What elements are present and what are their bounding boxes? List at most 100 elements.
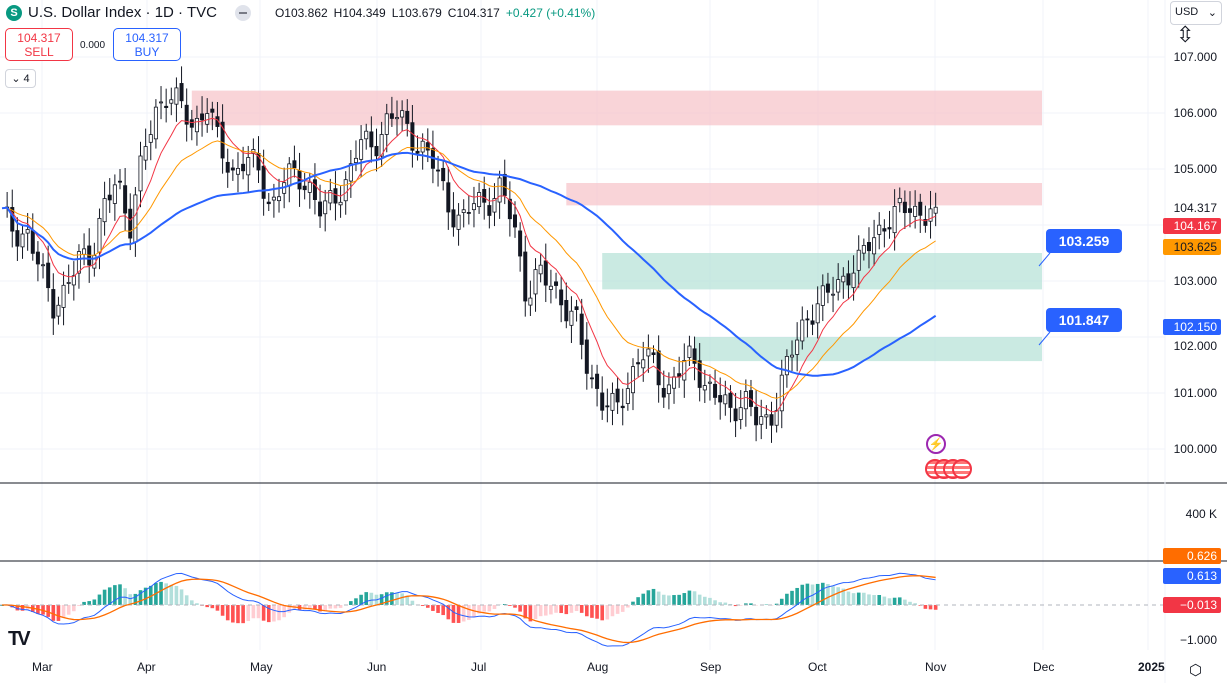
macd-histogram-bar [605, 605, 610, 620]
candle-body [369, 131, 374, 148]
macd-histogram-bar [308, 605, 312, 609]
macd-histogram-bar [287, 605, 292, 613]
candle-body [554, 281, 559, 286]
candle-body [230, 167, 235, 171]
macd-histogram-bar [795, 587, 799, 605]
price-callout-lower[interactable]: 101.847 [1046, 308, 1122, 332]
candle-body [451, 209, 456, 228]
buy-button[interactable]: 104.317 BUY [113, 28, 181, 61]
candle-body [702, 385, 707, 391]
candle-body [15, 230, 20, 247]
sell-button[interactable]: 104.317 SELL [5, 28, 73, 61]
candle-body [615, 388, 620, 403]
macd-histogram-bar [72, 605, 76, 612]
settings-icon[interactable]: ⬡ [1189, 662, 1203, 679]
macd-line [1, 572, 936, 647]
symbol-title[interactable]: U.S. Dollar Index · 1D · TVC [28, 4, 217, 21]
candle-body [82, 248, 87, 255]
macd-histogram-bar [595, 605, 599, 619]
macd-histogram-bar [82, 601, 86, 605]
candle-body [446, 182, 451, 213]
price-tick: 100.000 [1173, 442, 1217, 456]
candle-body [292, 160, 297, 169]
time-axis-label: Apr [137, 660, 156, 674]
macd-histogram-bar [364, 592, 369, 605]
macd-histogram-bar [579, 605, 584, 613]
macd-histogram-bar [349, 601, 353, 605]
macd-histogram-bar [20, 605, 25, 611]
event-lightning-icon[interactable]: ⚡ [926, 434, 946, 454]
candle-body [825, 283, 830, 293]
indicators-toggle-button[interactable]: ⌄ 4 [5, 69, 36, 88]
time-axis-label: Jun [367, 660, 387, 674]
candle-body [579, 313, 584, 345]
chevron-down-icon: ⌄ [1207, 7, 1217, 19]
resize-arrows-icon[interactable]: ⇳ [1176, 22, 1195, 47]
price-callout-upper[interactable]: 103.259 [1046, 229, 1122, 253]
candle-body [46, 262, 51, 289]
candle-body [507, 198, 512, 220]
macd-histogram-bar [215, 605, 220, 611]
macd-tag: 0.613 [1163, 568, 1221, 584]
symbol-logo-icon: S [6, 4, 22, 21]
candle-body [692, 348, 697, 364]
candle-body [897, 197, 902, 204]
macd-histogram-bar [477, 605, 481, 614]
candle-body [759, 416, 764, 425]
macd-histogram-bar [713, 600, 717, 605]
macd-histogram-bar [692, 591, 697, 605]
ohlc-readout: O103.862 H104.349 L103.679 C104.317 +0.4… [275, 6, 595, 20]
macd-histogram-bar [651, 588, 656, 605]
candle-body [302, 185, 307, 191]
candle-body [625, 388, 630, 404]
macd-histogram-bar [302, 605, 307, 610]
candle-body [636, 362, 641, 365]
candle-body [497, 177, 502, 203]
us-flag-events-icon[interactable] [925, 459, 973, 480]
macd-histogram-bar [46, 605, 50, 617]
macd-histogram-bar [77, 605, 81, 606]
macd-histogram-bar [543, 605, 548, 616]
sell-price: 104.317 [17, 30, 61, 45]
candle-body [41, 264, 46, 267]
macd-histogram-bar [405, 595, 410, 605]
macd-histogram-bar [590, 605, 594, 618]
sma-line [1, 151, 937, 377]
macd-histogram-bar [148, 585, 153, 605]
candle-body [820, 285, 825, 306]
macd-histogram-bar [626, 605, 630, 608]
macd-histogram-bar [272, 605, 276, 622]
macd-histogram-bar [107, 587, 112, 605]
macd-histogram-bar [533, 605, 538, 620]
candle-body [584, 339, 589, 374]
macd-histogram-bar [277, 605, 281, 621]
candle-body [810, 320, 815, 325]
ema-fast-line [1, 117, 936, 413]
candle-body [415, 150, 420, 154]
candle-body [856, 249, 861, 271]
macd-histogram-bar [431, 605, 435, 611]
macd-histogram-bar [379, 594, 384, 605]
macd-histogram-bar [585, 605, 589, 617]
macd-histogram-bar [667, 595, 671, 605]
macd-histogram-bar [846, 591, 851, 605]
macd-histogram-bar [56, 605, 61, 621]
macd-histogram-bar [179, 589, 184, 605]
time-axis-label: Nov [925, 660, 947, 674]
collapse-icon[interactable] [234, 4, 251, 21]
candle-body [846, 273, 851, 286]
candle-body [605, 405, 610, 408]
currency-select[interactable]: USD ⌄ [1170, 1, 1222, 25]
candle-body [861, 245, 866, 254]
candle-body [405, 110, 410, 124]
macd-histogram-bar [733, 605, 738, 607]
candle-body [559, 289, 564, 306]
sell-label: SELL [24, 44, 54, 59]
macd-histogram-bar [133, 593, 138, 605]
candle-body [123, 185, 128, 214]
price-tick: 105.000 [1173, 162, 1217, 176]
tradingview-logo[interactable]: TV [8, 628, 30, 650]
candle-body [600, 392, 605, 411]
candle-body [112, 184, 117, 204]
